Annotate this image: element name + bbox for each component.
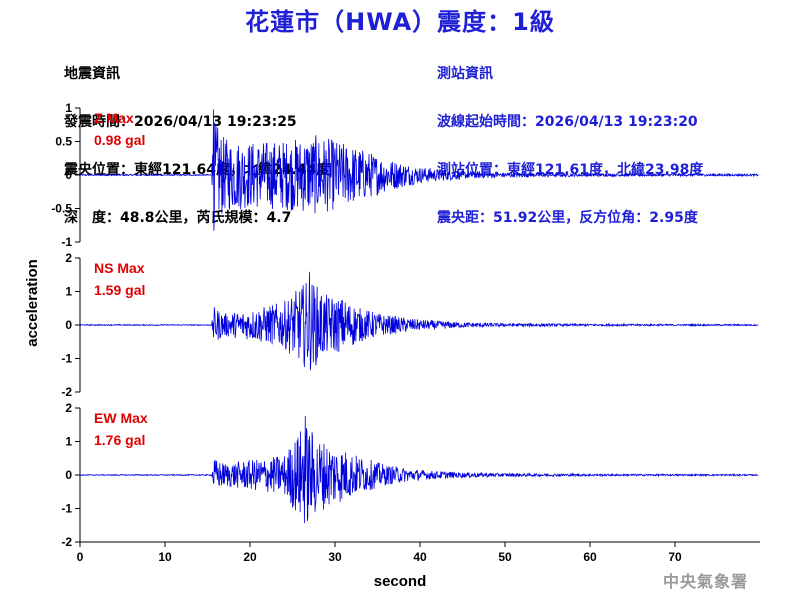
max-value-z: 0.98 gal	[94, 132, 145, 148]
agency-name: 中央氣象署	[662, 572, 748, 591]
station-info: 測站資訊 波線起始時間：2026/04/13 19:23:20 測站位置：東經1…	[437, 34, 703, 242]
wave-start-time: 波線起始時間：2026/04/13 19:23:20	[437, 114, 698, 130]
y-tick-label-ew: 2	[65, 401, 72, 415]
depth-magnitude: 深 度：48.8公里，芮氏規模：4.7	[64, 210, 292, 226]
max-value-ew: 1.76 gal	[94, 432, 145, 448]
x-tick-label: 10	[158, 550, 172, 564]
max-label-z: Z Max	[94, 110, 134, 126]
y-tick-label-ns: 2	[65, 251, 72, 265]
y-tick-label-z: 0.5	[55, 135, 72, 149]
waveform-ns	[79, 271, 759, 371]
y-tick-label-z: 0	[65, 168, 72, 182]
max-label-ns: NS Max	[94, 260, 145, 276]
x-tick-label: 60	[583, 550, 597, 564]
x-axis-label: second	[374, 573, 427, 590]
y-tick-label-ew: -2	[61, 535, 72, 549]
y-tick-label-ns: -2	[61, 385, 72, 399]
station-info-heading: 測站資訊	[437, 66, 493, 82]
x-tick-label: 40	[413, 550, 427, 564]
y-tick-label-ns: 0	[65, 318, 72, 332]
x-tick-label: 20	[243, 550, 257, 564]
y-tick-label-z: 1	[65, 101, 72, 115]
y-tick-label-ns: -1	[61, 352, 72, 366]
y-tick-label-z: -0.5	[51, 202, 72, 216]
x-tick-label: 50	[498, 550, 512, 564]
origin-time: 發震時間：2026/04/13 19:23:25	[64, 114, 297, 130]
max-label-ew: EW Max	[94, 410, 148, 426]
max-value-ns: 1.59 gal	[94, 282, 145, 298]
y-tick-label-ew: 0	[65, 468, 72, 482]
x-tick-label: 70	[668, 550, 682, 564]
page-title: 花蓮市（HWA）震度：1級	[245, 8, 555, 36]
x-tick-label: 30	[328, 550, 342, 564]
waveform-z	[79, 109, 759, 231]
y-tick-label-ew: -1	[61, 502, 72, 516]
y-tick-label-ew: 1	[65, 435, 72, 449]
y-tick-label-ns: 1	[65, 285, 72, 299]
epicentral-distance: 震央距：51.92公里，反方位角：2.95度	[437, 210, 698, 226]
y-tick-label-z: -1	[61, 235, 72, 249]
waveform-ew	[79, 416, 759, 524]
y-axis-label: acceleration	[24, 259, 41, 347]
earthquake-info-heading: 地震資訊	[64, 66, 120, 82]
x-tick-label: 0	[77, 550, 84, 564]
